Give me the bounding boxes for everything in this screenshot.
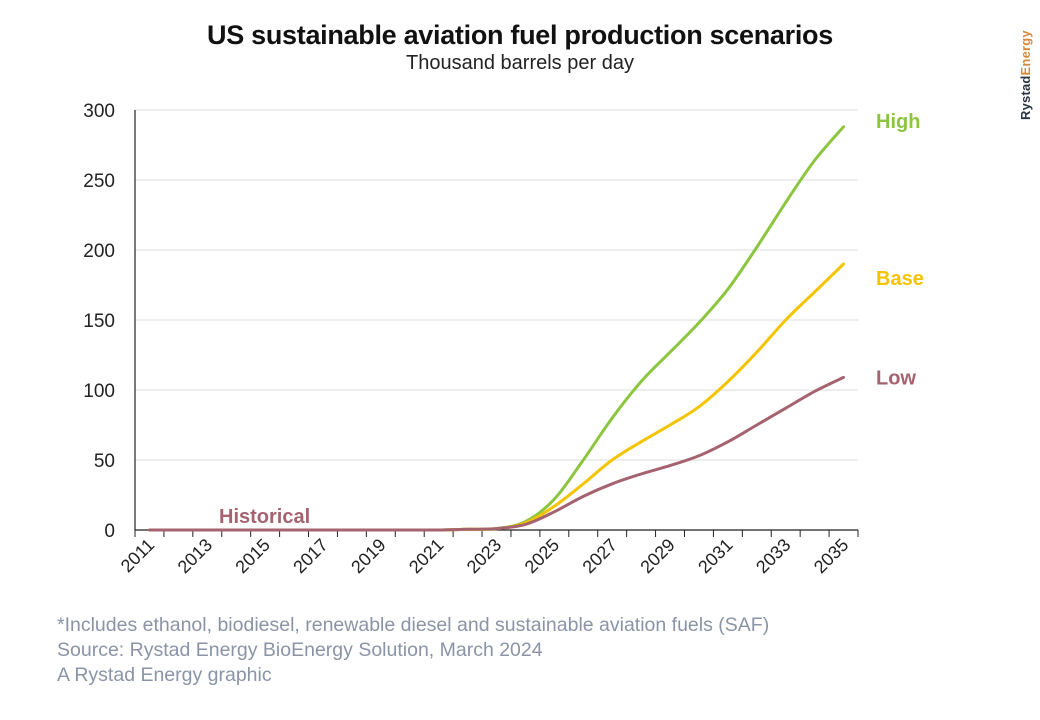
x-tick-label: 2021 [405, 535, 447, 577]
chart-title: US sustainable aviation fuel production … [207, 20, 833, 50]
y-tick-label: 200 [83, 241, 115, 262]
footer-notes: *Includes ethanol, biodiesel, renewable … [57, 613, 769, 688]
series-label-high: High [876, 111, 920, 133]
series-line-low [148, 375, 845, 532]
x-tick-label: 2023 [463, 535, 505, 577]
credit-note: A Rystad Energy graphic [57, 664, 272, 686]
x-tick-label: 2011 [117, 535, 159, 577]
x-tick-label: 2019 [347, 535, 389, 577]
y-tick-label: 100 [83, 381, 115, 402]
y-tick-label: 150 [83, 311, 115, 332]
chart-subtitle: Thousand barrels per day [406, 52, 634, 74]
x-tick-label: 2031 [694, 535, 736, 577]
series-line-high [148, 125, 845, 532]
series-label-base: Base [876, 268, 924, 290]
line-chart: 0 50 100 150 200 250 300 2011 2013 2015 2017 2019 20… [83, 101, 924, 577]
series-label-low: Low [876, 367, 916, 389]
source-note: Source: Rystad Energy BioEnergy Solution… [57, 639, 543, 661]
x-tick-label: 2029 [636, 535, 678, 577]
series-line-base [148, 262, 845, 532]
x-tick-label: 2017 [289, 535, 331, 577]
y-tick-label: 50 [94, 451, 115, 472]
x-tick-label: 2035 [810, 535, 852, 577]
footnote: *Includes ethanol, biodiesel, renewable … [57, 614, 770, 636]
x-tick-label: 2013 [174, 535, 216, 577]
x-tick-label: 2025 [521, 535, 563, 577]
x-tick-label: 2027 [579, 535, 621, 577]
y-tick-label: 0 [104, 521, 115, 542]
x-tick-label: 2033 [752, 535, 794, 577]
y-tick-label: 300 [83, 101, 115, 122]
historical-annotation: Historical [219, 506, 310, 528]
x-tick-label: 2015 [232, 535, 274, 577]
y-tick-label: 250 [83, 171, 115, 192]
